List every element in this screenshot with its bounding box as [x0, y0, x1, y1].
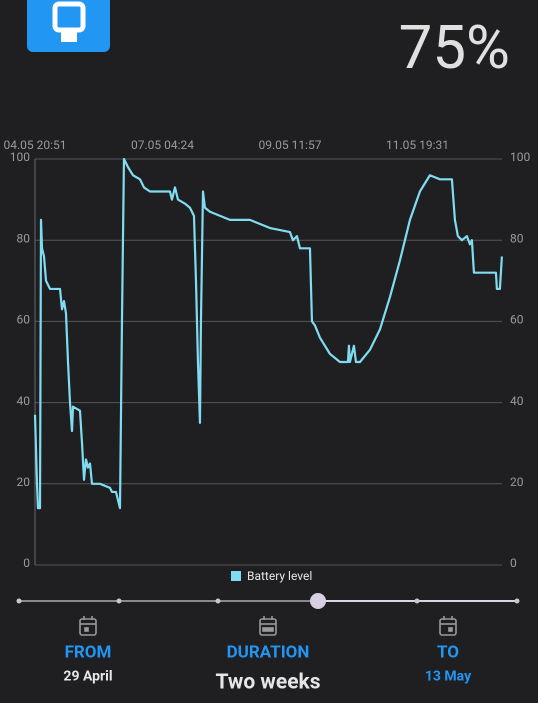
y2-tick-label: 40: [510, 394, 524, 408]
legend-label: Battery level: [247, 569, 312, 583]
y-tick-label: 80: [17, 231, 31, 245]
from-button[interactable]: FROM 29 April: [63, 616, 113, 685]
y2-tick-label: 60: [510, 313, 524, 327]
duration-button[interactable]: DURATION Two weeks: [215, 616, 321, 695]
duration-label: DURATION: [227, 642, 310, 662]
y2-tick-label: 80: [510, 231, 524, 245]
x-tick-label: 09.05 11:57: [258, 138, 321, 152]
to-label: TO: [437, 642, 459, 662]
battery-percent: 75%: [399, 12, 510, 83]
y2-tick-label: 20: [510, 475, 524, 489]
calendar-icon: [79, 616, 97, 636]
slider-stop: [514, 598, 520, 604]
x-tick-label: 07.05 04:24: [131, 138, 194, 152]
duration-slider[interactable]: [16, 593, 520, 609]
from-date: 29 April: [63, 669, 112, 685]
legend-swatch: [231, 571, 241, 581]
calendar-icon: [259, 616, 277, 636]
x-tick-label: 04.05 20:51: [4, 138, 67, 152]
watch-strap: [61, 30, 77, 42]
to-date: 13 May: [425, 669, 472, 685]
x-tick-label: 11.05 19:31: [386, 138, 449, 152]
legend-item: Battery level: [231, 569, 312, 583]
y-tick-label: 100: [10, 150, 30, 164]
to-button[interactable]: TO 13 May: [425, 616, 472, 685]
slider-stop: [16, 598, 22, 604]
y-tick-label: 40: [17, 394, 31, 408]
from-label: FROM: [65, 642, 112, 662]
y-tick-label: 60: [17, 313, 31, 327]
duration-value: Two weeks: [215, 671, 320, 695]
y-tick-label: 20: [17, 475, 31, 489]
y-tick-label: 0: [23, 556, 30, 570]
slider-stop: [215, 598, 221, 604]
slider-thumb[interactable]: [310, 593, 326, 609]
slider-stop: [414, 598, 420, 604]
device-icon: [27, 0, 110, 52]
y2-tick-label: 0: [510, 556, 517, 570]
battery-line: [33, 157, 503, 510]
y2-tick-label: 100: [510, 150, 530, 164]
calendar-icon: [439, 616, 457, 636]
slider-stop: [116, 598, 122, 604]
